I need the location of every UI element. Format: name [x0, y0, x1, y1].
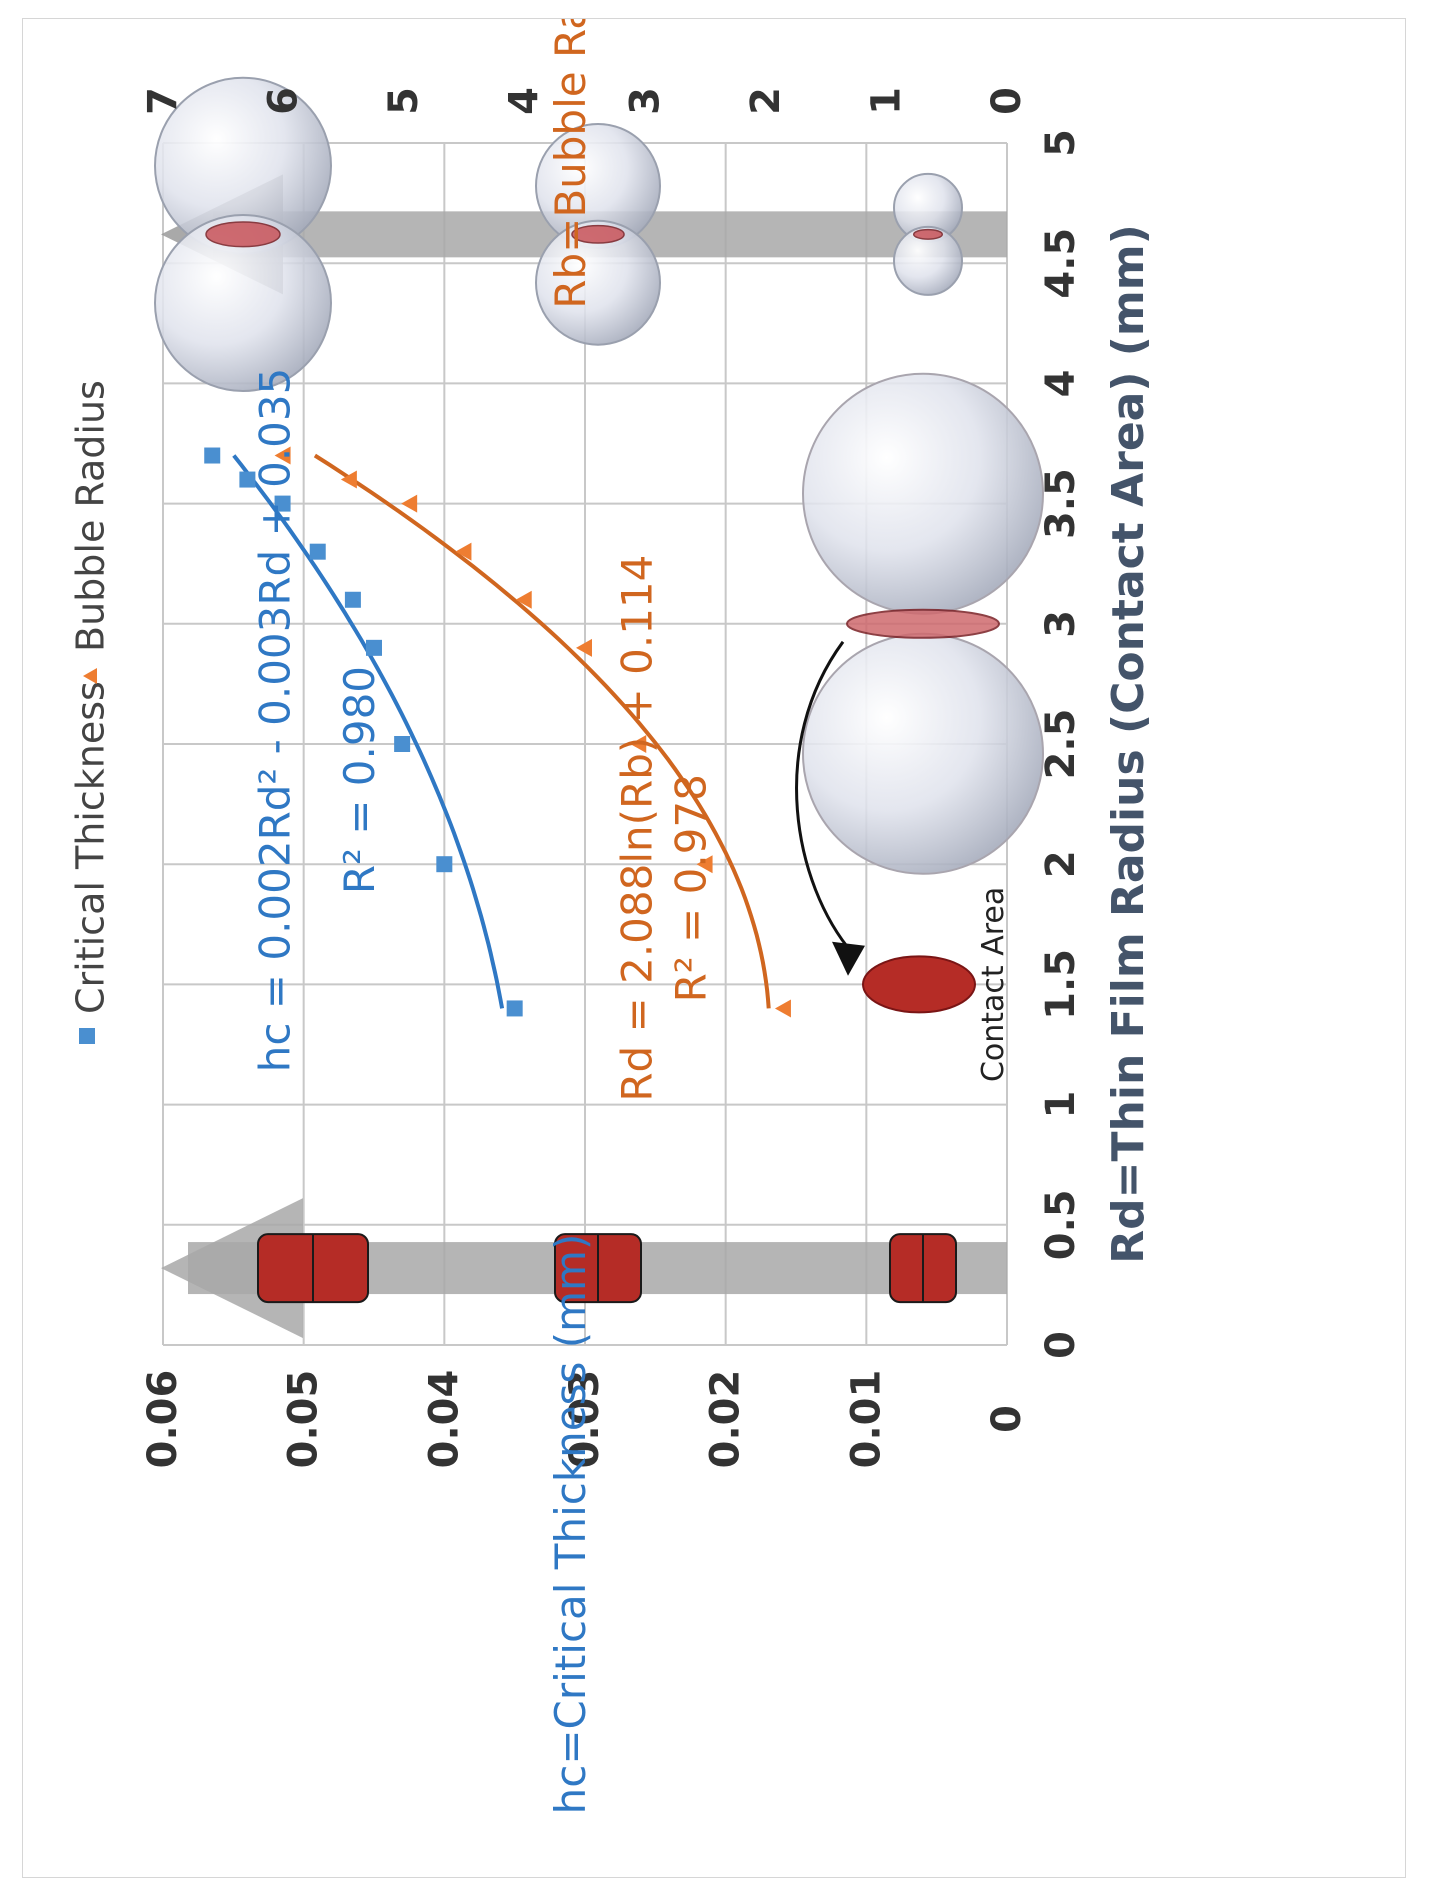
film-patch — [205, 221, 281, 248]
point-critical-thickness — [436, 856, 453, 873]
bubble — [535, 219, 661, 346]
point-bubble-radius — [630, 735, 647, 753]
trendline-bubble-radius — [313, 453, 771, 1009]
right-y-axis-label: Rb=Bubble Radius (mm) — [546, 19, 595, 309]
right-y-tick-label: 5 — [381, 87, 427, 115]
contact-arrow — [795, 640, 855, 955]
point-bubble-radius — [515, 590, 532, 609]
x-tick-label: 3 — [1038, 610, 1084, 638]
point-critical-thickness — [274, 495, 291, 512]
point-critical-thickness — [309, 543, 326, 560]
figure-frame: 0 0.5 1 1.5 2 2.5 3 3.5 4 4.5 5 0 0.01 0.02 0.03 0.04 0.… — [22, 18, 1406, 1878]
trendlines — [232, 453, 771, 1009]
fit-r2-bubble-radius: R² = 0.978 — [667, 774, 716, 1002]
bubble-pair-medium — [535, 122, 661, 346]
trendline-critical-thickness — [232, 454, 505, 1009]
point-critical-thickness — [394, 736, 411, 752]
point-bubble-radius — [274, 446, 291, 465]
thickness-arrow-head — [161, 1198, 303, 1339]
point-critical-thickness — [366, 639, 382, 656]
left-y-tick-label: 0.06 — [140, 1370, 186, 1469]
right-y-tick-label: 7 — [140, 87, 186, 115]
legend-marker-bubble-radius — [83, 668, 97, 684]
point-bubble-radius — [401, 494, 418, 513]
x-tick-label: 4 — [1038, 369, 1084, 397]
x-tick-label: 3.5 — [1038, 468, 1084, 539]
bubble-pair-detail — [802, 372, 1044, 875]
legend: Critical Thickness Bubble Radius — [69, 380, 113, 1044]
left-y-tick-label: 0.03 — [562, 1370, 608, 1469]
schematic-illustrations — [154, 76, 1044, 1339]
x-tick-label: 1.5 — [1038, 949, 1084, 1020]
x-tick-label: 0.5 — [1038, 1189, 1084, 1260]
fit-equation-critical-thickness: hc = 0.002Rd² - 0.003Rd + 0.035 — [251, 368, 300, 1073]
contact-arrow-head — [832, 941, 865, 976]
bubble-pair-small — [893, 172, 963, 296]
chart: 00.511.522.533.544.5500.010.020.030.040.… — [69, 19, 1155, 1814]
film-disk — [889, 1233, 957, 1304]
fit-equation-bubble-radius: Rd = 2.088ln(Rb) + 0.114 — [612, 555, 661, 1102]
x-tick-label: 5 — [1038, 129, 1084, 157]
text-labels: Contact Area Rd=Thin Film Radius (Contact… — [69, 19, 1155, 1814]
plot-root: 00.511.522.533.544.5500.010.020.030.040.… — [69, 19, 1155, 1814]
contact-area-label: Contact Area — [976, 887, 1011, 1082]
point-bubble-radius — [455, 542, 472, 561]
bubble — [154, 213, 332, 392]
x-axis-label: Rd=Thin Film Radius (Contact Area) (mm) — [1103, 224, 1154, 1263]
bubble-pair-large — [154, 76, 332, 392]
film-patch — [846, 608, 1000, 639]
legend-label-critical-thickness: Critical Thickness — [69, 681, 113, 1014]
film-patch — [571, 224, 625, 244]
legend-marker-critical-thickness — [79, 1028, 95, 1044]
point-bubble-radius — [576, 638, 592, 657]
x-tick-label: 1 — [1038, 1091, 1084, 1119]
point-bubble-radius — [696, 855, 713, 874]
point-bubble-radius — [340, 470, 357, 489]
film-disk — [257, 1233, 369, 1304]
right-y-tick-label: 3 — [622, 87, 668, 115]
left-y-tick-label: 0 — [984, 1405, 1030, 1433]
right-y-tick-label: 0 — [984, 87, 1030, 115]
left-y-axis-label: hc=Critical Thickness (mm) — [546, 1234, 595, 1815]
right-y-tick-label: 6 — [261, 87, 307, 115]
legend-label-bubble-radius: Bubble Radius — [69, 380, 113, 652]
left-y-tick-label: 0.05 — [281, 1370, 327, 1469]
point-critical-thickness — [506, 1000, 523, 1017]
x-tick-label: 4.5 — [1038, 228, 1084, 299]
contact-area-disk — [862, 955, 976, 1014]
bubble — [893, 225, 963, 296]
data-points — [204, 446, 791, 1018]
right-y-tick-label: 2 — [743, 87, 789, 115]
left-y-tick-label: 0.04 — [421, 1370, 467, 1469]
right-y-tick-label: 1 — [863, 87, 909, 115]
right-y-tick-label: 4 — [502, 87, 548, 115]
point-critical-thickness — [204, 447, 221, 464]
x-tick-label: 2.5 — [1038, 709, 1084, 780]
tick-labels: 00.511.522.533.544.5500.010.020.030.040.… — [140, 87, 1084, 1468]
left-y-tick-label: 0.01 — [843, 1370, 889, 1469]
x-tick-label: 0 — [1038, 1331, 1084, 1359]
x-tick-label: 2 — [1038, 850, 1084, 878]
bubble — [802, 372, 1044, 615]
film-patch — [912, 228, 944, 240]
point-bubble-radius — [774, 999, 791, 1018]
point-critical-thickness — [344, 591, 361, 608]
film-disk — [554, 1233, 642, 1304]
fit-r2-critical-thickness: R² = 0.980 — [335, 666, 384, 894]
bubble — [802, 632, 1044, 875]
left-y-tick-label: 0.02 — [703, 1370, 749, 1469]
point-critical-thickness — [239, 471, 256, 488]
